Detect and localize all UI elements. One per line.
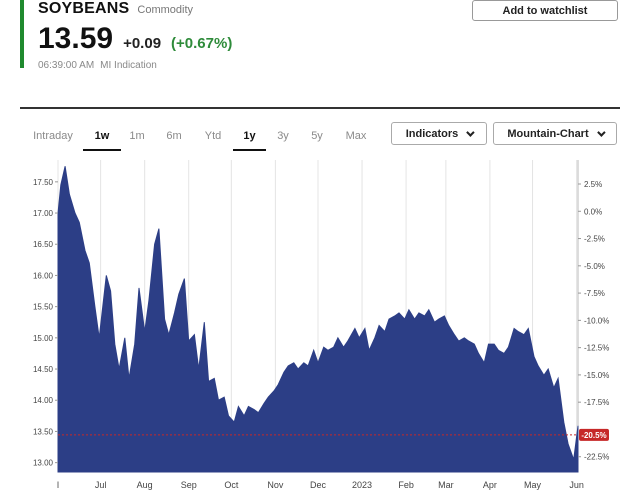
x-tick-label: 2023 <box>352 480 372 490</box>
pct-tick-label: -2.5% <box>584 235 605 244</box>
y-tick-label: 13.00 <box>33 459 54 468</box>
x-tick-label: Dec <box>310 480 327 490</box>
pct-tick-label: -5.0% <box>584 262 605 271</box>
pct-tick-label: -12.5% <box>584 344 609 353</box>
y-tick-label: 16.00 <box>33 271 54 280</box>
x-tick-label: Apr <box>483 480 497 490</box>
last-price: 13.59 <box>38 22 114 55</box>
chart-type-dropdown-label: Mountain-Chart <box>507 127 589 140</box>
x-tick-label: Feb <box>398 480 414 490</box>
quote-header: SOYBEANS Commodity 13.59 +0.09 (+0.67%) … <box>20 0 620 71</box>
range-tab-1w[interactable]: 1w <box>83 129 121 151</box>
pct-tick-label: -22.5% <box>584 453 609 462</box>
x-tick-label: l <box>57 480 59 490</box>
y-tick-label: 13.50 <box>33 427 54 436</box>
pct-tick-label: -15.0% <box>584 371 609 380</box>
x-tick-label: Aug <box>137 480 153 490</box>
pct-tick-label: -10.0% <box>584 316 609 325</box>
asset-type-label: Commodity <box>137 4 194 16</box>
range-tab-6m[interactable]: 6m <box>166 130 182 142</box>
y-tick-label: 16.50 <box>33 240 54 249</box>
chevron-down-icon <box>596 127 606 137</box>
range-tab-5y[interactable]: 5y <box>311 130 323 142</box>
price-change: +0.09 <box>123 35 162 52</box>
y-tick-label: 17.00 <box>33 209 54 218</box>
range-tab-intraday[interactable]: Intraday <box>33 130 73 142</box>
y-tick-label: 15.50 <box>33 303 54 312</box>
pct-tick-label: 2.5% <box>584 180 602 189</box>
x-tick-label: Sep <box>181 480 197 490</box>
chart-toolbar: Intraday 1w 1m 6m Ytd 1y 3y 5y Max Indic… <box>20 122 620 152</box>
price-chart[interactable]: l Jul Aug Sep Oct Nov Dec 2023 Feb Mar Apr May Jun 13… <box>20 158 620 495</box>
x-tick-label: Oct <box>224 480 239 490</box>
x-tick-label: Mar <box>438 480 454 490</box>
y-tick-label: 15.00 <box>33 334 54 343</box>
pct-tick-label: 0.0% <box>584 207 602 216</box>
range-tab-1y[interactable]: 1y <box>233 129 266 151</box>
x-tick-label: Jul <box>95 480 107 490</box>
title-row: SOYBEANS Commodity <box>38 0 620 20</box>
indicators-dropdown-label: Indicators <box>405 127 459 140</box>
section-divider <box>20 107 620 109</box>
price-change-percent: (+0.67%) <box>171 35 233 52</box>
chevron-down-icon <box>466 127 475 137</box>
x-tick-label: Nov <box>267 480 284 490</box>
y-tick-label: 14.00 <box>33 396 54 405</box>
pct-tick-label: -17.5% <box>584 398 609 407</box>
add-to-watchlist-button[interactable]: Add to watchlist <box>472 0 618 21</box>
chart-type-dropdown[interactable]: Mountain-Chart <box>493 122 617 145</box>
price-chart-svg: l Jul Aug Sep Oct Nov Dec 2023 Feb Mar Apr May Jun 13… <box>33 160 609 490</box>
y-tick-label: 14.50 <box>33 365 54 374</box>
quote-source: MI Indication <box>100 60 157 71</box>
price-area <box>57 166 579 473</box>
indicators-dropdown[interactable]: Indicators <box>391 122 487 145</box>
range-tab-3y[interactable]: 3y <box>277 130 289 142</box>
range-tab-1m[interactable]: 1m <box>129 130 145 142</box>
quote-time: 06:39:00 AM <box>38 60 95 71</box>
y-tick-label: 17.50 <box>33 178 54 187</box>
x-tick-label: May <box>524 480 542 490</box>
commodity-symbol: SOYBEANS <box>38 0 130 17</box>
range-tab-max[interactable]: Max <box>345 130 367 142</box>
quote-meta: 06:39:00 AM MI Indication <box>38 60 620 71</box>
price-row: 13.59 +0.09 (+0.67%) <box>38 22 620 56</box>
pct-tick-label: -7.5% <box>584 289 605 298</box>
current-level-label: -20.5% <box>581 431 606 440</box>
range-tab-ytd[interactable]: Ytd <box>204 130 222 142</box>
x-tick-label: Jun <box>569 480 584 490</box>
current-level-tag <box>579 428 609 441</box>
